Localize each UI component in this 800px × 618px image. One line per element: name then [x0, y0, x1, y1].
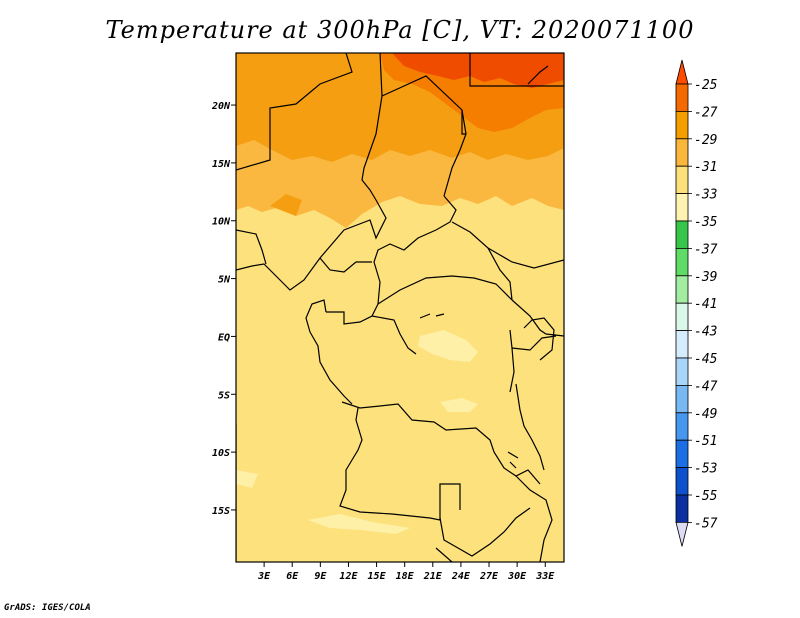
border-line: [339, 407, 461, 521]
lon-tick-label: 12E: [339, 571, 358, 582]
lon-tick-label: 15E: [368, 571, 387, 582]
coastline: [309, 331, 353, 405]
lon-tick-label: 18E: [396, 571, 415, 582]
lat-tick-label: 10N: [212, 217, 231, 228]
colorbar-swatch: [675, 302, 689, 332]
lon-tick-label: 6E: [286, 571, 299, 582]
coastline: [305, 299, 327, 333]
colorbar-label: -43: [694, 325, 717, 340]
border-line: [377, 275, 513, 305]
field-pale-patch: [308, 514, 410, 534]
colorbar-swatch: [675, 439, 689, 469]
border-line: [439, 507, 531, 557]
field-pale-patch: [236, 470, 258, 488]
border-line: [381, 75, 467, 197]
border-line: [511, 299, 564, 337]
colorbar-label: -45: [694, 352, 718, 367]
field-warmest: [392, 53, 564, 88]
field-pale-patch: [418, 330, 478, 362]
colorbar-swatch: [675, 193, 689, 222]
plot-frame: [235, 52, 565, 563]
colorbar-swatch: [675, 165, 689, 194]
country-borders: [236, 53, 564, 562]
colorbar-label: -35: [694, 215, 718, 230]
colorbar-swatch: [675, 384, 689, 414]
colorbar-label: -27: [694, 105, 718, 120]
border-line: [509, 329, 515, 393]
colorbar-label: -33: [694, 188, 717, 203]
coastline: [523, 317, 555, 361]
lon-tick-label: 27E: [479, 571, 499, 582]
colorbar-swatch: [675, 412, 689, 441]
border-line: [461, 110, 466, 135]
lon-axis: 3E 6E 9E 12E 15E 18E 21E 24E 27E 30E 33E: [257, 562, 555, 582]
colorbar-swatch: [675, 494, 689, 523]
lat-tick-label: 10S: [212, 448, 230, 459]
field-light-orange-patch: [270, 194, 302, 216]
colorbar-swatch: [675, 247, 689, 277]
colorbar-label: -29: [694, 133, 717, 148]
lat-tick-label: 5N: [218, 275, 231, 286]
lat-tick-label: 15N: [212, 159, 231, 170]
colorbar-label: -25: [694, 78, 718, 93]
coastline: [419, 313, 445, 319]
coastline: [527, 65, 549, 85]
colorbar-swatch: [675, 111, 689, 140]
colorbar: -25 -27 -29 -31 -33 -35 -37 -39 -41 -43 -45 -47 -49 -…: [675, 59, 718, 547]
colorbar-bottom-arrow: [675, 522, 689, 547]
border-line: [319, 257, 372, 273]
lat-tick-label: EQ: [218, 332, 230, 343]
colorbar-label: -57: [694, 516, 718, 531]
colorbar-label: -47: [694, 379, 718, 394]
border-line: [236, 53, 353, 171]
border-line: [373, 195, 457, 305]
coastline: [507, 451, 519, 469]
colorbar-label: -37: [694, 242, 718, 257]
colorbar-swatch: [675, 275, 689, 304]
lon-tick-label: 3E: [257, 571, 271, 582]
lon-tick-label: 24E: [451, 571, 471, 582]
field-pale-patch: [440, 398, 478, 412]
border-line: [487, 247, 564, 269]
lat-tick-label: 5S: [218, 390, 230, 401]
colorbar-swatch: [675, 357, 689, 386]
footer-credit: GrADS: IGES/COLA: [4, 603, 91, 613]
lon-tick-label: 33E: [535, 571, 555, 582]
border-line: [515, 475, 553, 562]
border-line: [469, 53, 564, 87]
lon-tick-label: 9E: [314, 571, 327, 582]
temperature-field: [236, 53, 564, 562]
colorbar-swatch: [675, 83, 689, 112]
border-line: [341, 401, 541, 485]
colorbar-label: -49: [694, 407, 717, 422]
colorbar-swatch: [675, 467, 689, 496]
lat-tick-label: 20N: [211, 101, 231, 112]
colorbar-swatch: [675, 330, 689, 359]
lon-tick-label: 30E: [507, 571, 527, 582]
lat-axis: 20N 15N 10N 5N EQ 5S 10S 15S: [211, 101, 236, 517]
colorbar-label: -41: [694, 297, 717, 312]
colorbar-swatch: [675, 220, 689, 249]
border-line: [435, 547, 453, 562]
field-orange-west: [236, 53, 380, 104]
border-line: [236, 229, 267, 265]
border-line: [451, 221, 513, 301]
lat-tick-label: 15S: [212, 506, 230, 517]
lon-tick-label: 21E: [423, 571, 443, 582]
border-line: [511, 335, 557, 351]
colorbar-top-arrow: [675, 59, 689, 85]
border-line: [326, 303, 379, 325]
border-line: [371, 315, 417, 355]
colorbar-label: -55: [694, 489, 718, 504]
colorbar-label: -53: [694, 462, 717, 477]
colorbar-swatch: [675, 138, 689, 167]
colorbar-label: -51: [694, 434, 717, 449]
colorbar-label: -31: [694, 160, 717, 175]
chart-title: Temperature at 300hPa [C], VT: 202007110…: [105, 16, 695, 44]
coastline: [515, 383, 545, 471]
colorbar-label: -39: [694, 270, 717, 285]
